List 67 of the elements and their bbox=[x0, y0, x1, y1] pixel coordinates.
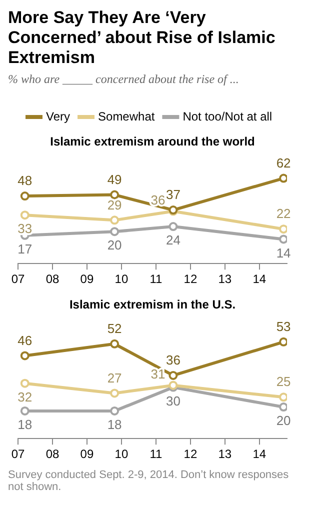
point bbox=[20, 210, 30, 220]
text: % who are _____ concerned about the rise of ... bbox=[8, 72, 240, 87]
legend-label: Not too/Not at all bbox=[182, 109, 272, 124]
point bbox=[168, 222, 178, 232]
data-label: 29 bbox=[107, 197, 122, 212]
data-label: 18 bbox=[18, 417, 32, 432]
data-label: 30 bbox=[166, 393, 180, 408]
point bbox=[279, 224, 287, 234]
legend-label: Somewhat bbox=[98, 109, 156, 124]
data-label: 33 bbox=[18, 221, 32, 236]
data-label: 46 bbox=[18, 332, 32, 348]
point bbox=[279, 392, 287, 402]
data-label: 52 bbox=[107, 320, 122, 336]
data-label: 20 bbox=[107, 238, 122, 253]
text: More Say They Are ‘Very Concerned’ about Rise of Islamic Extremism bbox=[8, 8, 276, 68]
point bbox=[279, 402, 287, 412]
data-label: 36 bbox=[166, 352, 180, 368]
x-tick-label: 13 bbox=[218, 272, 232, 286]
point bbox=[20, 378, 30, 388]
point bbox=[110, 216, 120, 225]
x-tick-label: 10 bbox=[114, 447, 128, 462]
point bbox=[110, 190, 120, 200]
data-label: 62 bbox=[276, 155, 291, 170]
x-tick-label: 09 bbox=[80, 447, 94, 462]
x-tick-label: 11 bbox=[150, 272, 162, 286]
data-label: 25 bbox=[276, 374, 291, 390]
x-tick-label: 14 bbox=[252, 272, 266, 286]
data-label: 24 bbox=[166, 232, 180, 248]
data-label: 37 bbox=[166, 187, 180, 202]
chart-title: Islamic extremism around the world bbox=[50, 134, 255, 149]
data-label: 20 bbox=[276, 413, 291, 428]
data-label: 49 bbox=[107, 172, 122, 187]
point bbox=[110, 227, 120, 236]
legend-label: Very bbox=[46, 109, 70, 124]
point bbox=[20, 192, 30, 201]
point bbox=[110, 406, 120, 416]
point bbox=[20, 406, 30, 416]
data-label: 18 bbox=[107, 417, 122, 432]
data-label: 32 bbox=[18, 389, 32, 404]
data-label: 22 bbox=[276, 206, 291, 222]
point bbox=[279, 174, 287, 183]
point bbox=[279, 337, 287, 346]
x-tick-label: 10 bbox=[114, 272, 128, 286]
point bbox=[110, 339, 120, 348]
x-tick-label: 12 bbox=[184, 272, 198, 286]
data-label: 27 bbox=[107, 370, 122, 386]
x-tick-label: 08 bbox=[46, 447, 60, 462]
x-tick-label: 09 bbox=[80, 272, 94, 286]
point bbox=[279, 234, 287, 244]
data-label: 31 bbox=[150, 366, 166, 382]
x-tick-label: 12 bbox=[184, 447, 198, 462]
x-tick-label: 07 bbox=[11, 447, 25, 462]
x-tick-label: 14 bbox=[252, 447, 266, 462]
x-tick-label: 08 bbox=[46, 272, 60, 286]
data-label: 53 bbox=[276, 319, 291, 334]
x-tick-label: 13 bbox=[218, 447, 232, 462]
text: Survey conducted Sept. 2-9, 2014. Don’t know responses not shown. bbox=[8, 469, 290, 493]
point bbox=[110, 388, 120, 398]
data-label: 48 bbox=[18, 173, 32, 188]
x-tick-label: 07 bbox=[11, 272, 25, 286]
chart-title: Islamic extremism in the U.S. bbox=[69, 298, 236, 312]
x-tick-label: 11 bbox=[150, 447, 162, 462]
point bbox=[168, 370, 178, 380]
data-label: 17 bbox=[18, 241, 32, 256]
point bbox=[20, 351, 30, 360]
data-label: 36 bbox=[150, 192, 166, 208]
data-label: 14 bbox=[276, 245, 291, 260]
